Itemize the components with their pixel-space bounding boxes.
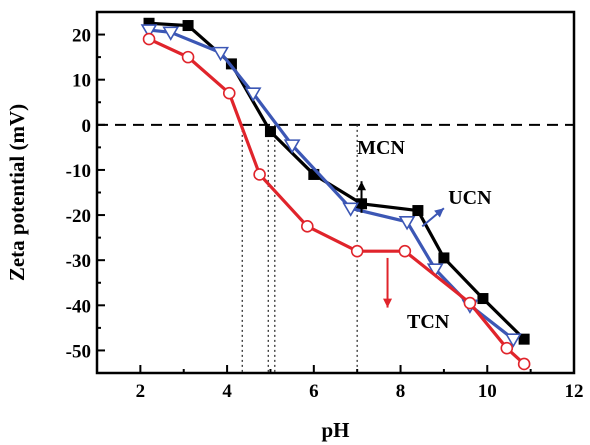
series-tcn <box>142 32 531 371</box>
x-tick-label: 6 <box>309 381 319 402</box>
y-tick-label: -30 <box>66 251 91 272</box>
y-tick-label: -10 <box>66 161 91 182</box>
arrow-head <box>357 181 367 191</box>
data-point <box>162 26 180 41</box>
data-point <box>253 168 266 181</box>
data-point <box>212 46 229 62</box>
data-point <box>517 357 531 371</box>
x-tick-label: 8 <box>396 381 406 402</box>
y-tick-label: -40 <box>66 296 91 317</box>
data-point <box>301 220 314 233</box>
data-point <box>264 126 276 138</box>
y-tick-label: 10 <box>72 71 91 92</box>
data-point <box>477 293 489 305</box>
data-point <box>222 86 236 100</box>
series-annotation-tcn: TCN <box>407 311 450 333</box>
data-point <box>398 216 416 231</box>
data-point <box>142 32 156 46</box>
data-point <box>438 252 450 264</box>
y-tick-label: -50 <box>66 341 91 362</box>
data-point <box>504 333 522 348</box>
data-point <box>342 202 360 217</box>
data-point <box>143 17 155 29</box>
data-point <box>412 205 424 217</box>
data-point <box>308 168 320 180</box>
series-annotation-mcn: MCN <box>357 137 405 159</box>
data-point <box>244 87 262 102</box>
series-line <box>148 21 526 341</box>
data-point <box>518 333 530 345</box>
data-point <box>398 244 412 258</box>
ucn-arrow <box>421 207 445 228</box>
axis-layer: 2 4 6 8 10 12 20 10 0 -10 -20 -30 -40 -50 <box>66 11 584 402</box>
x-tick-label: 2 <box>136 381 146 402</box>
data-point <box>181 50 195 64</box>
data-point <box>500 341 514 355</box>
annotation-layer: MCN UCN TCN <box>357 137 492 333</box>
mcn-arrow <box>357 181 367 213</box>
data-point <box>182 20 194 32</box>
data-point <box>463 296 477 310</box>
data-point <box>140 24 158 39</box>
data-point <box>350 244 364 258</box>
data-point <box>426 263 444 278</box>
tcn-arrow <box>383 257 393 308</box>
data-point <box>283 139 301 154</box>
x-tick-label: 10 <box>478 381 497 402</box>
y-axis-title: Zeta potential (mV) <box>5 104 29 281</box>
x-axis-title: pH <box>321 418 349 442</box>
series-layer <box>140 17 531 371</box>
y-tick-label: 20 <box>72 26 91 47</box>
arrow-head <box>434 208 444 218</box>
arrow-head <box>383 298 393 308</box>
x-tick-label: 12 <box>565 381 584 402</box>
y-tick-label: 0 <box>82 116 92 137</box>
series-annotation-ucn: UCN <box>448 187 492 209</box>
series-line <box>148 37 526 366</box>
y-tick-label: -20 <box>66 206 91 227</box>
x-tick-label: 4 <box>222 381 232 402</box>
reference-lines <box>97 123 574 373</box>
